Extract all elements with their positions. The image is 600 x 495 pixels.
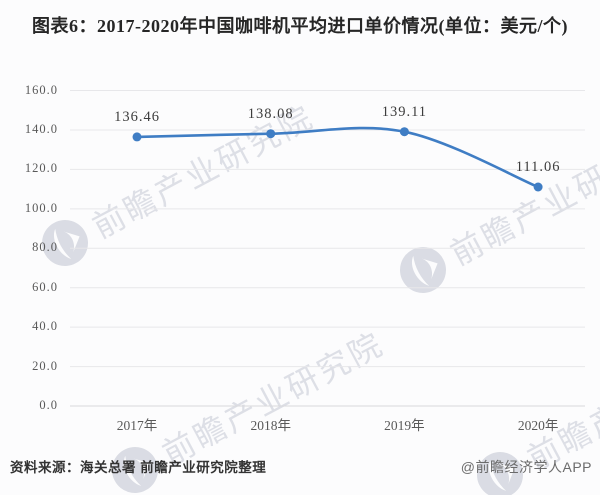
- data-point: [132, 132, 142, 142]
- x-axis-category-label: 2018年: [250, 418, 291, 433]
- y-axis-tick-label: 80.0: [32, 240, 58, 255]
- data-point-label: 136.46: [114, 108, 160, 125]
- data-point: [533, 182, 543, 192]
- data-point: [266, 129, 276, 139]
- app-credit: @前瞻经济学人APP: [460, 459, 592, 475]
- y-axis-tick-label: 60.0: [32, 279, 58, 294]
- data-point-label: 138.08: [247, 105, 294, 122]
- y-axis-tick-label: 40.0: [32, 319, 58, 334]
- x-axis-category-label: 2017年: [116, 418, 158, 433]
- x-axis-category-label: 2019年: [384, 418, 425, 433]
- y-axis-tick-label: 100.0: [24, 200, 58, 215]
- line-series: [135, 126, 540, 189]
- y-axis-tick-label: 120.0: [24, 161, 58, 176]
- data-point-label: 111.06: [515, 159, 561, 175]
- y-axis-tick-label: 160.0: [24, 82, 58, 97]
- y-axis-tick-label: 140.0: [24, 121, 58, 136]
- y-axis-tick-label: 0.0: [39, 398, 58, 412]
- x-axis-category-label: 2020年: [517, 418, 559, 433]
- chart-title: 图表6：2017-2020年中国咖啡机平均进口单价情况(单位：美元/个): [32, 16, 568, 36]
- source-note: 资料来源：海关总署 前瞻产业研究院整理: [10, 460, 267, 475]
- footer: 资料来源：海关总署 前瞻产业研究院整理 @前瞻经济学人APP: [10, 456, 592, 477]
- data-point: [399, 127, 409, 137]
- y-axis-tick-label: 20.0: [32, 358, 58, 373]
- data-point-label: 139.11: [381, 103, 428, 120]
